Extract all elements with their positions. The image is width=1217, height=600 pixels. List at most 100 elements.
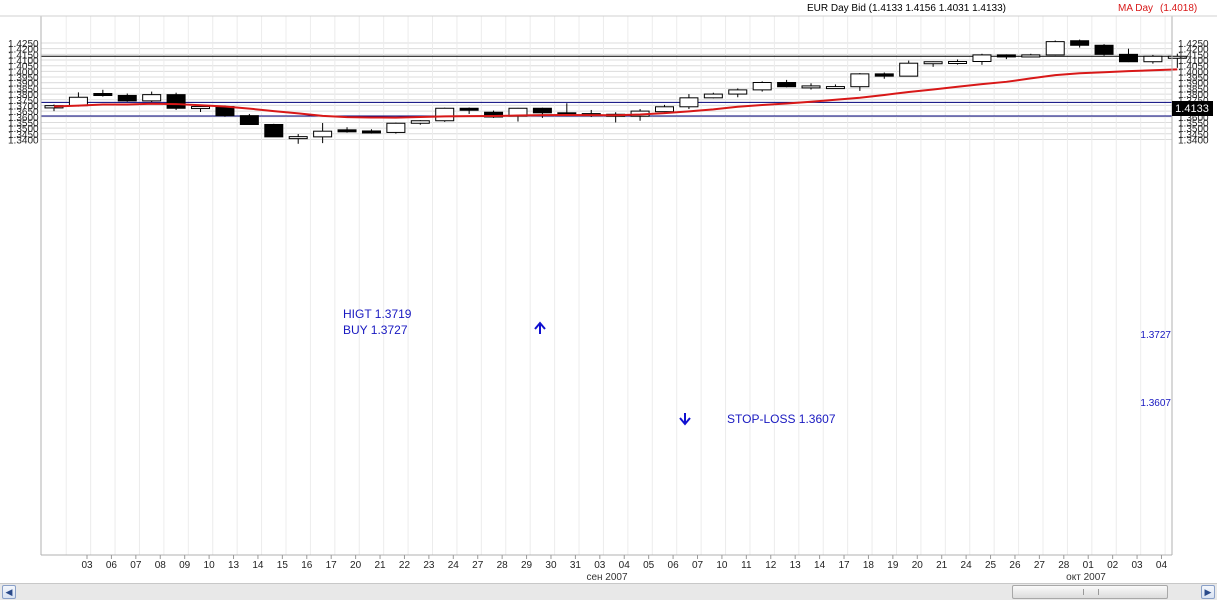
horizontal-scrollbar[interactable]: ◀ ▶ (0, 583, 1217, 600)
y-tick-label-right: 1.3500 (1178, 124, 1209, 135)
y-tick-label-right: 1.4000 (1178, 67, 1209, 78)
scroll-left-icon[interactable]: ◀ (2, 585, 16, 599)
candle-body (777, 81, 797, 88)
candle-body (288, 136, 308, 140)
arrow-down-icon (679, 413, 691, 426)
x-tick-label: 06 (106, 560, 118, 571)
y-tick-label-right: 1.3550 (1178, 118, 1209, 129)
candle-body (728, 89, 748, 95)
candle (1143, 54, 1163, 64)
candle (801, 83, 821, 90)
candle-body (972, 54, 992, 63)
moving-average (53, 68, 1178, 119)
candle-body (459, 107, 479, 111)
y-tick-label-left: 1.3600 (8, 113, 39, 124)
candle-body (1021, 54, 1041, 58)
y-tick-label-right: 1.3900 (1178, 79, 1209, 90)
y-tick-label-left: 1.3700 (8, 101, 39, 112)
x-tick-label: 15 (277, 560, 289, 571)
x-tick-label: 18 (863, 560, 875, 571)
arrow-up-icon (534, 321, 546, 334)
x-tick-label: 19 (887, 560, 899, 571)
candles (44, 39, 1187, 144)
x-tick-label: 28 (497, 560, 509, 571)
x-tick-label: 14 (814, 560, 826, 571)
y-tick-label-left: 1.4100 (8, 56, 39, 67)
candle-body (337, 129, 357, 133)
grip-icon (1083, 589, 1099, 595)
grid (41, 16, 1172, 555)
ma-label: MA Day (1118, 3, 1153, 14)
x-tick-label: 21 (374, 560, 386, 571)
candle-body (1143, 55, 1163, 63)
ma-line (53, 68, 1178, 119)
x-tick-label: 09 (179, 560, 191, 571)
candle (337, 127, 357, 133)
y-tick-label-right: 1.3400 (1178, 135, 1209, 146)
candle-body (1070, 40, 1090, 46)
y-tick-label-right: 1.3950 (1178, 73, 1209, 84)
candle (239, 113, 259, 125)
candle (874, 72, 894, 79)
x-tick-label: 11 (741, 560, 752, 571)
candle (1167, 53, 1187, 68)
candle (142, 91, 162, 103)
month-label-oct: окт 2007 (1066, 572, 1106, 583)
x-tick-label: 04 (619, 560, 631, 571)
y-tick-label-left: 1.3850 (8, 84, 39, 95)
stop-level-tag: 1.3607 (1140, 398, 1171, 409)
candle (948, 59, 968, 65)
x-tick-label: 03 (1131, 560, 1143, 571)
candle (93, 89, 113, 97)
candle-body (361, 130, 381, 134)
x-tick-label: 07 (692, 560, 704, 571)
y-tick-label-left: 1.4000 (8, 67, 39, 78)
candle (1021, 53, 1041, 58)
candle-body (435, 107, 455, 122)
candle (728, 88, 748, 98)
y-tick-label-left: 1.3650 (8, 107, 39, 118)
x-tick-label: 24 (961, 560, 973, 571)
x-tick-label: 27 (1034, 560, 1046, 571)
y-tick-label-right: 1.3450 (1178, 130, 1209, 141)
candle (850, 73, 870, 91)
x-tick-label: 06 (668, 560, 680, 571)
x-tick-label: 20 (350, 560, 362, 571)
candle (996, 54, 1016, 60)
candle-body (948, 61, 968, 65)
candle (1070, 39, 1090, 48)
y-tick-label-left: 1.4150 (8, 50, 39, 61)
x-tick-label: 27 (472, 560, 484, 571)
x-tick-label: 31 (570, 560, 582, 571)
current-price-value: 1.4133 (1175, 103, 1209, 115)
y-tick-label-left: 1.3450 (8, 130, 39, 141)
candle-body (93, 93, 113, 97)
candle-body (1167, 55, 1187, 59)
candle (752, 81, 772, 92)
x-tick-label: 28 (1058, 560, 1070, 571)
candle-body (703, 93, 723, 99)
stop-loss-annotation: STOP-LOSS 1.3607 (727, 412, 836, 426)
x-tick-label: 14 (252, 560, 264, 571)
candle-body (850, 73, 870, 88)
scroll-thumb[interactable] (1012, 585, 1168, 599)
candle-body (1094, 44, 1114, 55)
candle-body (484, 111, 504, 118)
candle (703, 92, 723, 99)
x-tick-label: 13 (790, 560, 802, 571)
candle-body (679, 97, 699, 108)
buy-annotation: BUY 1.3727 (343, 323, 408, 337)
x-tick-label: 17 (326, 560, 338, 571)
y-tick-label-right: 1.3800 (1178, 90, 1209, 101)
candle-body (1118, 53, 1138, 63)
candle-body (532, 107, 552, 114)
candle (410, 120, 430, 125)
y-tick-label-right: 1.3600 (1178, 113, 1209, 124)
scroll-right-icon[interactable]: ▶ (1201, 585, 1215, 599)
buy-level-tag: 1.3727 (1140, 330, 1171, 341)
x-tick-label: 10 (204, 560, 216, 571)
instrument-label: EUR Day Bid (1.4133 1.4156 1.4031 1.4133… (807, 3, 1006, 14)
candle-body (752, 81, 772, 91)
y-tick-label-left: 1.4250 (8, 39, 39, 50)
